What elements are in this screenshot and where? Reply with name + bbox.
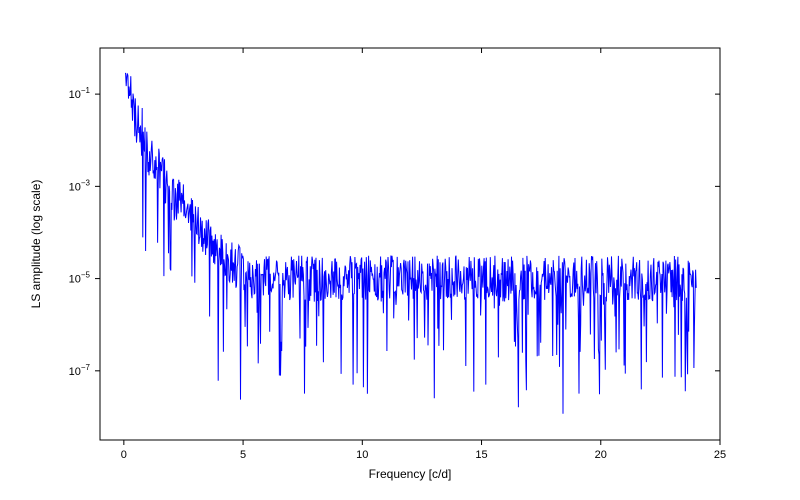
periodogram-line (125, 73, 696, 413)
plot-frame (100, 48, 720, 440)
x-axis-label: Frequency [c/d] (369, 467, 452, 481)
y-tick-label: 10−3 (69, 178, 91, 193)
y-tick-label: 10−1 (69, 86, 91, 101)
x-tick-label: 0 (121, 449, 127, 461)
x-tick-label: 20 (595, 449, 607, 461)
y-tick-label: 10−5 (69, 271, 91, 286)
x-tick-label: 15 (475, 449, 487, 461)
y-tick-label: 10−7 (69, 363, 91, 378)
x-tick-label: 5 (240, 449, 246, 461)
periodogram-chart: 0 5 10 15 20 25 10−7 10−5 10−3 10−1 Frequency [c/d… (0, 0, 800, 500)
y-axis-label: LS amplitude (log scale) (29, 180, 43, 309)
chart-svg: 0 5 10 15 20 25 10−7 10−5 10−3 10−1 Frequency [c/d… (0, 0, 800, 500)
x-tick-label: 25 (714, 449, 726, 461)
x-tick-label: 10 (356, 449, 368, 461)
